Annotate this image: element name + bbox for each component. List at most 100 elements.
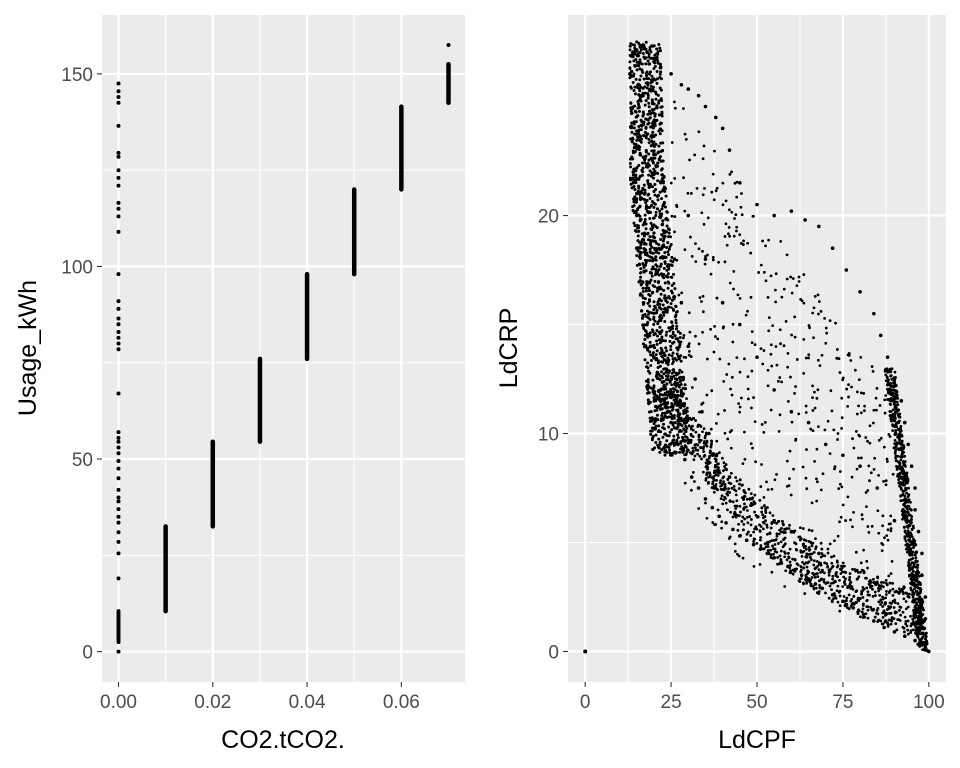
data-point — [789, 493, 793, 497]
data-point — [649, 227, 653, 231]
data-point — [919, 589, 923, 593]
data-point — [654, 418, 658, 422]
data-point — [665, 264, 669, 268]
data-point — [899, 399, 904, 403]
data-point — [629, 85, 633, 89]
data-point — [779, 530, 783, 534]
data-point — [749, 504, 752, 507]
data-point — [649, 81, 653, 85]
data-point — [681, 439, 685, 443]
data-point — [694, 260, 698, 264]
data-point — [675, 352, 679, 356]
data-point — [116, 499, 121, 504]
data-point — [738, 296, 742, 300]
data-point — [649, 358, 653, 362]
data-point — [679, 82, 684, 87]
x-tick-label: 0.00 — [100, 692, 137, 713]
data-point — [672, 387, 675, 390]
data-point — [673, 176, 677, 180]
data-point — [805, 579, 809, 583]
data-point — [697, 130, 701, 134]
data-point — [870, 365, 874, 368]
data-point — [780, 295, 784, 299]
data-point — [742, 498, 745, 502]
data-point — [779, 558, 783, 561]
data-point — [650, 133, 654, 137]
data-point — [901, 489, 905, 493]
data-point — [710, 453, 714, 457]
data-point — [741, 556, 745, 560]
data-point — [887, 574, 891, 578]
data-point — [794, 385, 797, 388]
data-point — [893, 406, 897, 409]
data-point — [646, 366, 650, 370]
data-point — [916, 617, 920, 621]
data-point — [905, 524, 909, 528]
data-point — [665, 382, 669, 386]
data-point — [666, 275, 670, 279]
data-point — [683, 481, 687, 485]
data-point — [880, 584, 883, 588]
data-point — [669, 242, 673, 246]
data-point — [638, 246, 642, 250]
data-point — [832, 597, 836, 600]
data-point — [643, 103, 647, 107]
data-point — [909, 624, 913, 628]
data-point — [854, 600, 858, 604]
data-point — [900, 509, 904, 513]
data-point — [747, 487, 751, 491]
data-point — [642, 134, 646, 138]
data-point — [840, 485, 844, 489]
data-point — [632, 88, 636, 92]
data-point — [857, 404, 860, 408]
data-point — [660, 112, 664, 116]
data-point — [839, 515, 843, 519]
data-point — [634, 120, 638, 124]
data-point — [666, 250, 670, 254]
data-point — [657, 43, 661, 47]
data-point — [647, 391, 651, 395]
data-point — [876, 575, 879, 579]
data-point — [660, 354, 664, 358]
data-point — [656, 281, 660, 285]
data-point — [910, 535, 914, 539]
data-point — [673, 334, 677, 338]
data-point — [116, 551, 121, 556]
data-point — [676, 346, 680, 350]
data-point — [658, 332, 662, 336]
data-point — [902, 634, 907, 639]
data-point — [739, 205, 743, 209]
data-point — [828, 452, 832, 455]
data-point — [730, 210, 734, 214]
data-point — [698, 440, 701, 444]
data-point — [794, 438, 797, 442]
data-point — [911, 589, 914, 593]
data-point — [659, 307, 663, 311]
data-point — [808, 552, 812, 556]
data-point — [899, 429, 903, 433]
data-point — [725, 373, 729, 376]
data-point — [651, 159, 655, 163]
data-point — [648, 317, 652, 321]
data-point — [819, 563, 823, 567]
data-point — [841, 453, 845, 458]
data-point — [654, 153, 658, 157]
data-point — [667, 305, 671, 309]
data-point — [661, 426, 665, 430]
data-point — [646, 59, 650, 63]
data-point — [658, 404, 662, 408]
data-point — [871, 369, 875, 373]
data-point — [789, 209, 794, 213]
data-point — [660, 223, 664, 227]
data-point — [652, 135, 656, 139]
data-point — [779, 549, 783, 553]
data-point — [817, 590, 821, 593]
data-point — [913, 598, 917, 602]
data-point — [888, 611, 892, 615]
data-point — [904, 481, 908, 485]
data-point — [904, 622, 908, 626]
data-point — [655, 289, 659, 293]
data-point — [804, 539, 808, 542]
data-point — [630, 74, 634, 78]
data-point — [658, 440, 662, 444]
